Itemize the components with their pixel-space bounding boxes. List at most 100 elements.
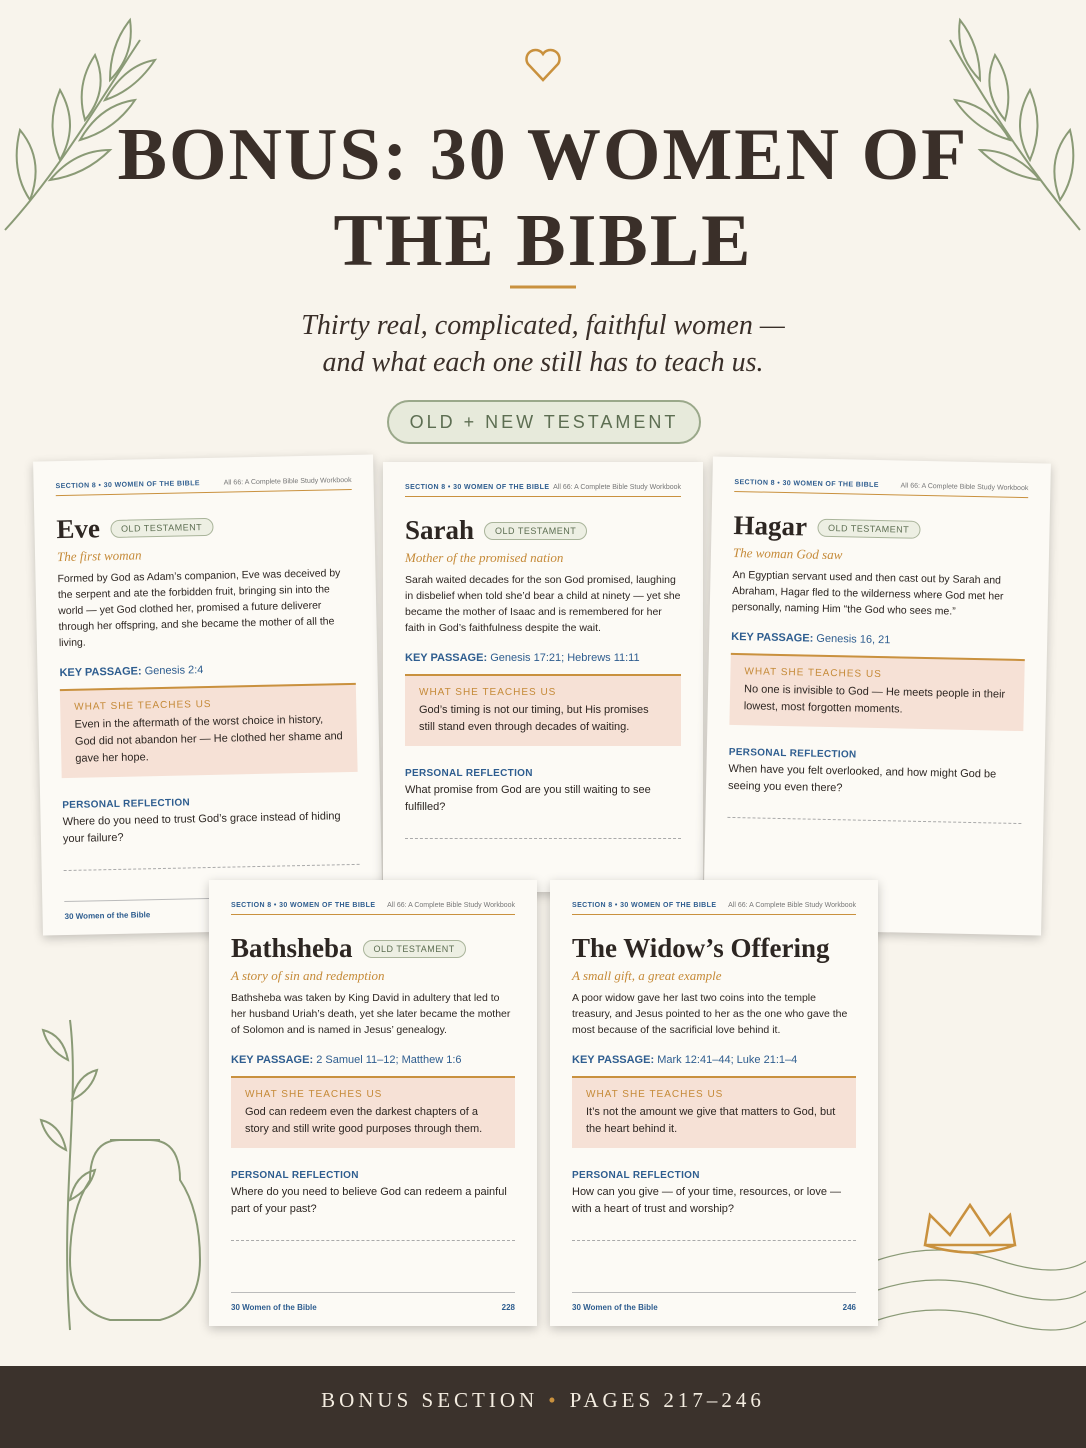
section-label: SECTION 8 • 30 WOMEN OF THE BIBLE: [572, 902, 717, 909]
reflect-text: When have you felt overlooked, and how m…: [727, 762, 997, 795]
page-header: SECTION 8 • 30 WOMEN OF THE BIBLE All 66:…: [572, 902, 856, 915]
footer-right: PAGES 217–246: [569, 1388, 765, 1412]
footer-title: 30 Women of the Bible: [572, 1303, 658, 1312]
key-passage: KEY PASSAGE: Mark 12:41–44; Luke 21:1–4: [572, 1054, 856, 1066]
teach-box: WHAT SHE TEACHES US No one is invisible t…: [729, 652, 1025, 732]
body-text: Sarah waited decades for the son God pro…: [405, 574, 681, 634]
key-label: KEY PASSAGE:: [572, 1054, 655, 1066]
page-number: 228: [501, 1303, 515, 1312]
page-header: SECTION 8 • 30 WOMEN OF THE BIBLE All 66:…: [55, 476, 352, 497]
body-text: A poor widow gave her last two coins int…: [572, 992, 848, 1036]
footer-bar: [0, 1366, 1086, 1448]
page-header: SECTION 8 • 30 WOMEN OF THE BIBLE All 66:…: [231, 902, 515, 915]
key-passage: KEY PASSAGE: 2 Samuel 11–12; Matthew 1:6: [231, 1054, 515, 1066]
page-number: 246: [842, 1303, 856, 1312]
heart-icon: [525, 48, 561, 82]
woman-name: The Widow’s Offering: [572, 933, 830, 963]
key-label: KEY PASSAGE:: [59, 665, 142, 680]
subtitle: Thirty real, complicated, faithful women…: [301, 310, 785, 341]
key-label: KEY PASSAGE:: [405, 652, 488, 664]
footer-separator: •: [548, 1388, 560, 1412]
badge: OLD + NEW TESTAMENT: [387, 400, 701, 444]
testament-tag: OLD TESTAMENT: [109, 517, 214, 538]
teach-box: WHAT SHE TEACHES US God’s timing is not o…: [405, 674, 681, 746]
book-title: All 66: A Complete Bible Study Workbook: [900, 482, 1029, 493]
section-label: SECTION 8 • 30 WOMEN OF THE BIBLE: [405, 484, 550, 491]
woman-name: Hagar: [733, 509, 808, 542]
teach-box: WHAT SHE TEACHES US Even in the aftermath…: [59, 682, 358, 779]
crown: [923, 1202, 1017, 1254]
page-header: SECTION 8 • 30 WOMEN OF THE BIBLE All 66:…: [405, 484, 681, 497]
reflect-label: PERSONAL REFLECTION: [572, 1170, 700, 1181]
workbook-page: SECTION 8 • 30 WOMEN OF THE BIBLE All 66:…: [33, 454, 383, 936]
subtitle: and what each one still has to teach us.: [322, 347, 764, 378]
body-text: Bathsheba was taken by King David in adu…: [231, 992, 511, 1036]
reflect-text: How can you give — of your time, resourc…: [572, 1186, 841, 1215]
key-value: 2 Samuel 11–12; Matthew 1:6: [316, 1054, 462, 1066]
title: BONUS: 30 WOMEN OF THE BIBLE: [117, 114, 969, 282]
teach-label: WHAT SHE TEACHES US: [74, 698, 212, 713]
key-value: Genesis 17:21; Hebrews 11:11: [490, 652, 640, 664]
teach-label: WHAT SHE TEACHES US: [419, 687, 557, 698]
page-header: SECTION 8 • 30 WOMEN OF THE BIBLE All 66:…: [734, 478, 1029, 499]
footer-title: 30 Women of the Bible: [64, 910, 151, 922]
body-text: An Egyptian servant used and then cast o…: [731, 568, 1004, 618]
section-label: SECTION 8 • 30 WOMEN OF THE BIBLE: [231, 902, 376, 909]
teach-label: WHAT SHE TEACHES US: [586, 1089, 724, 1100]
write-line: [405, 838, 681, 839]
write-line: [727, 816, 1022, 825]
testament-tag: OLD TESTAMENT: [362, 939, 466, 958]
key-passage: KEY PASSAGE: Genesis 16, 21: [731, 631, 1025, 649]
name-row: Hagar OLD TESTAMENT: [733, 510, 1028, 547]
footer-left: BONUS SECTION: [321, 1388, 539, 1412]
teach-box: WHAT SHE TEACHES US It’s not the amount w…: [572, 1076, 856, 1148]
reflect-label: PERSONAL REFLECTION: [231, 1170, 359, 1181]
woman-name: Bathsheba: [231, 933, 353, 963]
woman-name: Eve: [56, 513, 101, 545]
footer-text: BONUS SECTION • PAGES 217–246: [0, 1388, 1086, 1413]
key-passage: KEY PASSAGE: Genesis 17:21; Hebrews 11:1…: [405, 652, 681, 664]
key-label: KEY PASSAGE:: [231, 1054, 314, 1066]
leaf-branches: [4, 17, 1081, 1331]
page-subtitle: A story of sin and redemption: [231, 968, 385, 983]
teach-label: WHAT SHE TEACHES US: [744, 666, 882, 681]
reflect-text: Where do you need to trust God’s grace i…: [62, 810, 341, 846]
teach-label: WHAT SHE TEACHES US: [245, 1089, 383, 1100]
waves: [877, 1249, 1086, 1331]
key-value: Mark 12:41–44; Luke 21:1–4: [657, 1054, 798, 1066]
page-subtitle: The woman God saw: [732, 544, 843, 563]
reflect-label: PERSONAL REFLECTION: [405, 768, 533, 779]
workbook-page: SECTION 8 • 30 WOMEN OF THE BIBLE All 66:…: [383, 462, 703, 892]
section-label: SECTION 8 • 30 WOMEN OF THE BIBLE: [734, 478, 879, 489]
name-row: The Widow’s Offering: [572, 933, 856, 964]
name-row: Sarah OLD TESTAMENT: [405, 515, 681, 546]
book-title: All 66: A Complete Bible Study Workbook: [728, 902, 856, 909]
workbook-page: SECTION 8 • 30 WOMEN OF THE BIBLE All 66:…: [209, 880, 537, 1326]
teach-text: God can redeem even the darkest chapters…: [245, 1106, 483, 1135]
name-row: Eve OLD TESTAMENT: [56, 508, 353, 545]
book-title: All 66: A Complete Bible Study Workbook: [387, 902, 515, 909]
testament-tag: OLD TESTAMENT: [816, 518, 921, 539]
page-footer: 30 Women of the Bible 246: [572, 1292, 856, 1312]
section-label: SECTION 8 • 30 WOMEN OF THE BIBLE: [55, 480, 201, 491]
testament-tag: OLD TESTAMENT: [484, 521, 588, 540]
workbook-page: SECTION 8 • 30 WOMEN OF THE BIBLE All 66:…: [703, 456, 1051, 936]
page-subtitle: A small gift, a great example: [572, 968, 722, 983]
reflect-text: Where do you need to believe God can red…: [231, 1186, 507, 1215]
key-passage: KEY PASSAGE: Genesis 2:4: [59, 661, 355, 679]
teach-text: God’s timing is not our timing, but His …: [419, 704, 649, 733]
book-title: All 66: A Complete Bible Study Workbook: [223, 476, 352, 487]
teach-text: It’s not the amount we give that matters…: [586, 1106, 836, 1135]
key-value: Genesis 16, 21: [816, 632, 891, 647]
workbook-page: SECTION 8 • 30 WOMEN OF THE BIBLE All 66:…: [550, 880, 878, 1326]
write-line: [63, 863, 360, 872]
write-line: [231, 1240, 515, 1241]
teach-box: WHAT SHE TEACHES US God can redeem even t…: [231, 1076, 515, 1148]
page-footer: 30 Women of the Bible 228: [231, 1292, 515, 1312]
name-row: Bathsheba OLD TESTAMENT: [231, 933, 515, 964]
write-line: [572, 1240, 856, 1241]
book-title: All 66: A Complete Bible Study Workbook: [553, 484, 681, 491]
woman-name: Sarah: [405, 515, 475, 545]
